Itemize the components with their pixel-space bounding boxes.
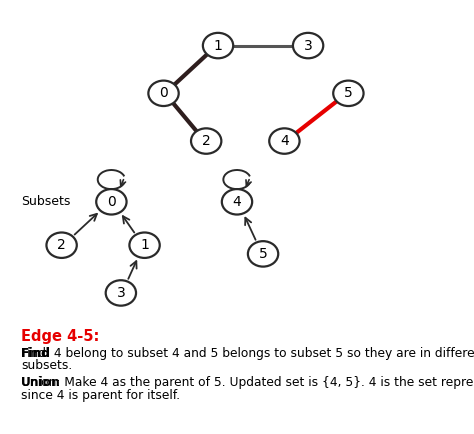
Ellipse shape (293, 33, 323, 58)
Text: Edge 4-5:: Edge 4-5: (21, 329, 100, 344)
Ellipse shape (222, 189, 252, 214)
Text: 5: 5 (344, 86, 353, 100)
Text: Subsets: Subsets (21, 195, 71, 208)
Text: Find: Find (21, 347, 51, 360)
Text: Union: Union (21, 376, 61, 389)
Text: 4: 4 (280, 134, 289, 148)
Ellipse shape (148, 81, 179, 106)
Ellipse shape (129, 233, 160, 258)
Ellipse shape (191, 128, 221, 154)
Ellipse shape (46, 233, 77, 258)
Text: 2: 2 (57, 238, 66, 252)
Ellipse shape (333, 81, 364, 106)
Text: 4: 4 (233, 195, 241, 209)
Text: 5: 5 (259, 247, 267, 261)
Ellipse shape (269, 128, 300, 154)
Text: 0: 0 (159, 86, 168, 100)
Text: since 4 is parent for itself.: since 4 is parent for itself. (21, 389, 181, 402)
Text: Union: Make 4 as the parent of 5. Updated set is {4, 5}. 4 is the set representa: Union: Make 4 as the parent of 5. Update… (21, 376, 474, 389)
Ellipse shape (106, 280, 136, 306)
Text: 3: 3 (117, 286, 125, 300)
Text: 1: 1 (140, 238, 149, 252)
Ellipse shape (96, 189, 127, 214)
Text: 2: 2 (202, 134, 210, 148)
Text: 3: 3 (304, 39, 312, 53)
Text: Find: 4 belong to subset 4 and 5 belongs to subset 5 so they are in different: Find: 4 belong to subset 4 and 5 belongs… (21, 347, 474, 360)
Text: Find: Find (21, 347, 51, 360)
Ellipse shape (203, 33, 233, 58)
Text: 1: 1 (214, 39, 222, 53)
Text: subsets.: subsets. (21, 359, 73, 372)
Text: 0: 0 (107, 195, 116, 209)
Ellipse shape (248, 241, 278, 266)
